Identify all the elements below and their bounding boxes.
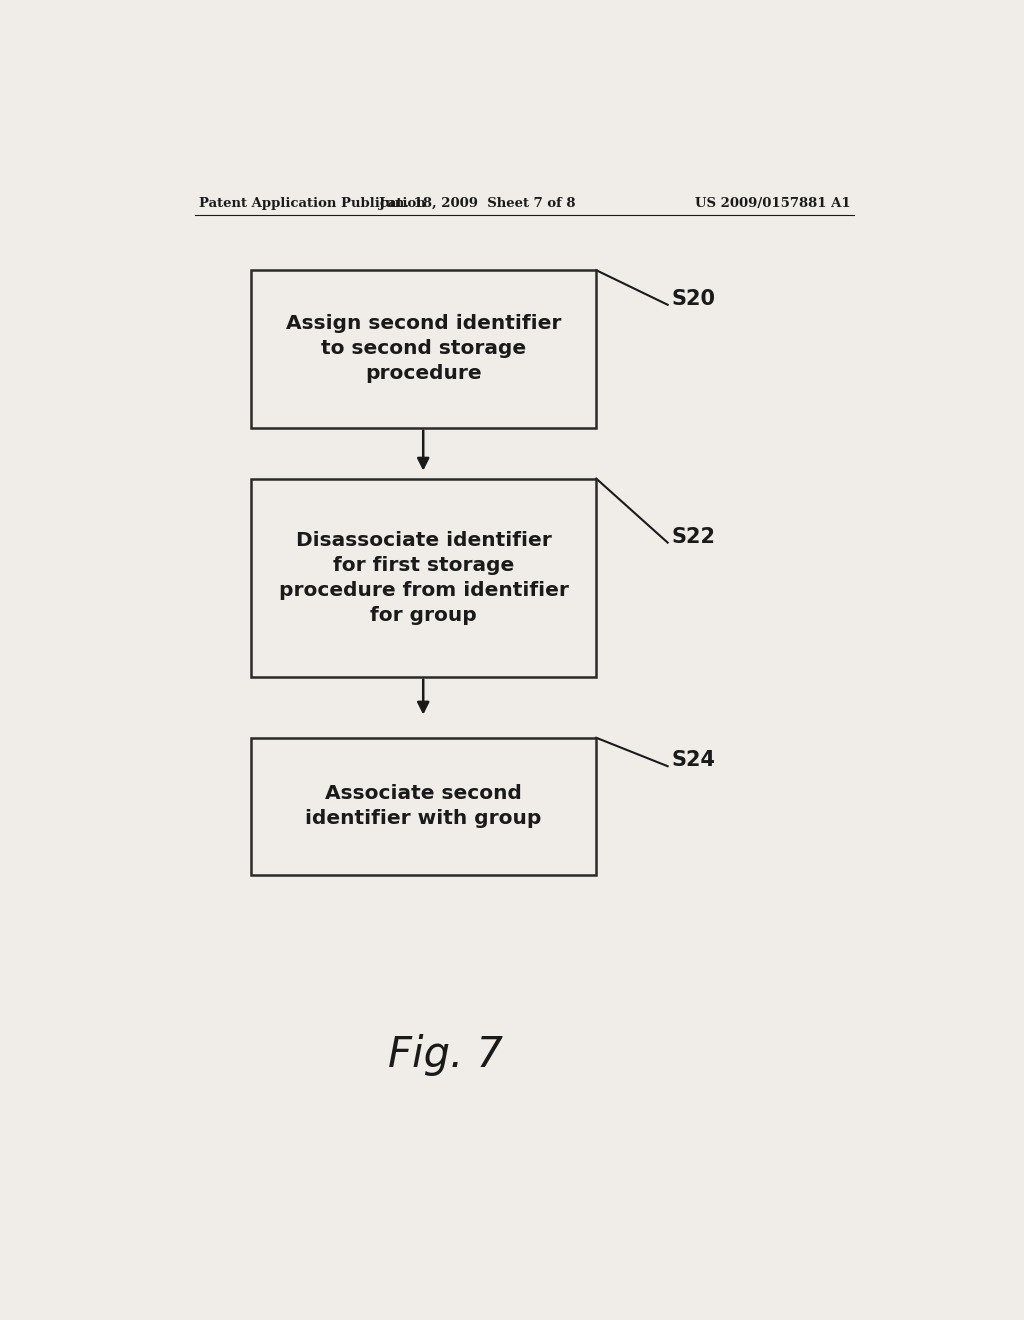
FancyBboxPatch shape <box>251 479 596 677</box>
Text: Jun. 18, 2009  Sheet 7 of 8: Jun. 18, 2009 Sheet 7 of 8 <box>379 197 575 210</box>
Text: Patent Application Publication: Patent Application Publication <box>200 197 426 210</box>
FancyBboxPatch shape <box>251 271 596 428</box>
Text: Fig. 7: Fig. 7 <box>388 1034 503 1076</box>
Text: Associate second
identifier with group: Associate second identifier with group <box>305 784 542 829</box>
Text: Disassociate identifier
for first storage
procedure from identifier
for group: Disassociate identifier for first storag… <box>279 531 568 624</box>
Text: US 2009/0157881 A1: US 2009/0157881 A1 <box>694 197 850 210</box>
Text: Assign second identifier
to second storage
procedure: Assign second identifier to second stora… <box>286 314 561 384</box>
Text: S22: S22 <box>672 527 716 546</box>
FancyBboxPatch shape <box>251 738 596 875</box>
Text: S20: S20 <box>672 289 716 309</box>
Text: S24: S24 <box>672 750 716 770</box>
